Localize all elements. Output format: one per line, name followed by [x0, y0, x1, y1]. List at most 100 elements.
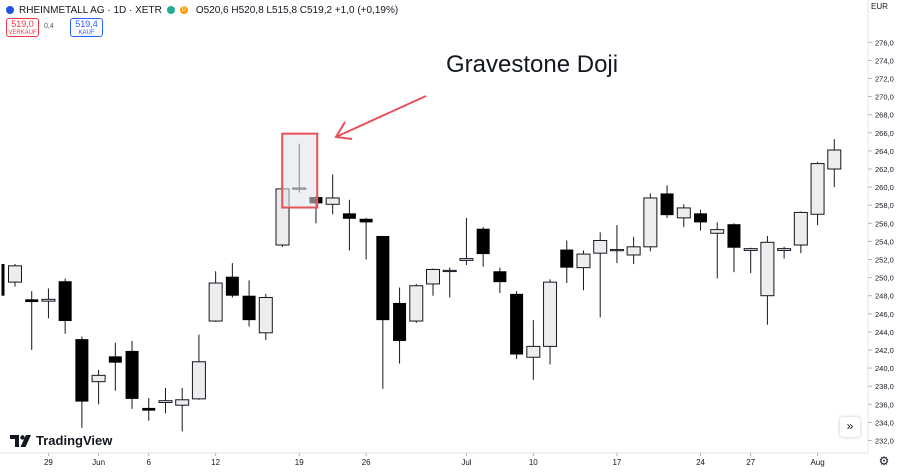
annotation-arrow-head: [334, 121, 353, 140]
tradingview-logo[interactable]: TradingView: [10, 433, 112, 448]
candle-body-up: [609, 249, 624, 252]
candle-body-up: [175, 399, 190, 406]
candle-body-up: [543, 281, 558, 347]
candle-body-down: [393, 302, 407, 341]
candle-body-up: [191, 361, 206, 400]
price-tick-label: 270,0: [875, 93, 894, 102]
candle-body-up: [459, 258, 474, 261]
price-tick-label: 258,0: [875, 201, 894, 210]
candle-body-up: [827, 149, 842, 170]
time-tick-label: Jun: [92, 458, 105, 467]
delayed-data-icon: D: [179, 6, 188, 14]
candle-body-up: [442, 269, 457, 273]
time-tick-label: 12: [211, 458, 220, 467]
candle: [242, 280, 256, 327]
candle: [827, 139, 842, 188]
candle-body-up: [409, 285, 424, 322]
candle-body-down: [359, 218, 373, 223]
candle-body-up: [643, 197, 658, 248]
price-tick-label: 274,0: [875, 56, 894, 65]
candle-body-down: [510, 293, 524, 355]
sell-price: 519,0: [11, 19, 34, 29]
time-tick-label: Aug: [810, 458, 824, 467]
time-scale[interactable]: 29 Jun 6 12 19 26 Jul 10 17 24 27 Aug: [0, 452, 868, 467]
candle-body-down: [342, 213, 356, 219]
sell-label: VERKAUF: [8, 30, 37, 36]
chart-settings-gear-icon[interactable]: ⚙: [878, 454, 890, 468]
candle: [175, 388, 190, 432]
candle-body-down: [660, 193, 674, 216]
candle: [342, 199, 356, 251]
candle: [760, 235, 775, 325]
annotation-arrow: [337, 95, 427, 137]
time-tick-label: 10: [529, 458, 538, 467]
candle: [91, 369, 106, 405]
candle-series: [1, 139, 842, 432]
candle-body-up: [743, 248, 758, 251]
candle: [158, 388, 173, 414]
price-tick-label: 268,0: [875, 111, 894, 120]
candle: [609, 225, 624, 264]
candle-body-up: [710, 229, 725, 234]
time-tick-label: 26: [362, 458, 371, 467]
candle-body-up: [526, 345, 541, 358]
price-scale[interactable]: 232,0 234,0 236,0 238,0 240,0 242,0 244,0 246,0…: [867, 0, 894, 453]
candle-body-up: [576, 253, 591, 269]
candle: [476, 226, 490, 267]
buy-label: KAUF: [78, 30, 95, 36]
sell-button[interactable]: 519,0 VERKAUF: [6, 18, 39, 37]
time-tick-label: 19: [295, 458, 304, 467]
candle-body-down: [376, 235, 390, 321]
price-tick-label: 254,0: [875, 237, 894, 246]
time-tick-label: Jul: [461, 458, 471, 467]
candle: [125, 340, 139, 409]
candle-body-up: [91, 374, 106, 383]
price-tick-label: 250,0: [875, 274, 894, 283]
candle: [426, 268, 440, 296]
candle: [643, 193, 658, 252]
annotation-label: Gravestone Doji: [446, 51, 618, 78]
symbol-title[interactable]: RHEINMETALL AG · 1D · XETR: [19, 4, 162, 16]
candle: [58, 278, 72, 334]
price-tick-label: 262,0: [875, 165, 894, 174]
currency-label[interactable]: EUR: [871, 2, 888, 11]
candle-body-up: [325, 197, 340, 205]
scroll-to-realtime-button[interactable]: »: [840, 417, 860, 437]
candle-body-up: [760, 241, 775, 297]
candle-body-down: [493, 271, 507, 283]
price-tick-label: 246,0: [875, 310, 894, 319]
candle-body-down: [727, 224, 741, 248]
candle-body-up: [676, 207, 691, 219]
candle: [191, 334, 206, 400]
candle: [108, 342, 122, 391]
time-tick-label: 6: [147, 458, 152, 467]
price-tick-label: 240,0: [875, 364, 894, 373]
candle: [258, 293, 273, 341]
time-tick-label: 27: [746, 458, 755, 467]
candle: [142, 397, 156, 421]
candle: [25, 291, 39, 350]
price-tick-label: 276,0: [875, 38, 894, 47]
time-tick-label: 29: [44, 458, 53, 467]
candle: [459, 217, 474, 265]
price-tick-label: 248,0: [875, 292, 894, 301]
market-open-icon: [166, 6, 175, 14]
price-tick-label: 252,0: [875, 256, 894, 265]
candle-body-down: [225, 276, 239, 296]
candle-body-up: [8, 265, 22, 283]
candle: [41, 288, 56, 319]
candle-body-up: [777, 248, 792, 251]
candle: [376, 235, 390, 389]
price-tick-label: 256,0: [875, 219, 894, 228]
tradingview-mark-icon: [10, 434, 31, 447]
candle-body-up: [626, 246, 641, 256]
candle: [810, 161, 825, 226]
chart-legend: RHEINMETALL AG · 1D · XETR D O520,6 H520…: [6, 2, 398, 18]
candle-body-up: [593, 239, 608, 254]
candle: [442, 267, 457, 298]
candle-body-up: [258, 297, 273, 334]
candle-body-up: [41, 298, 56, 302]
buy-button[interactable]: 519,4 KAUF: [70, 18, 103, 37]
